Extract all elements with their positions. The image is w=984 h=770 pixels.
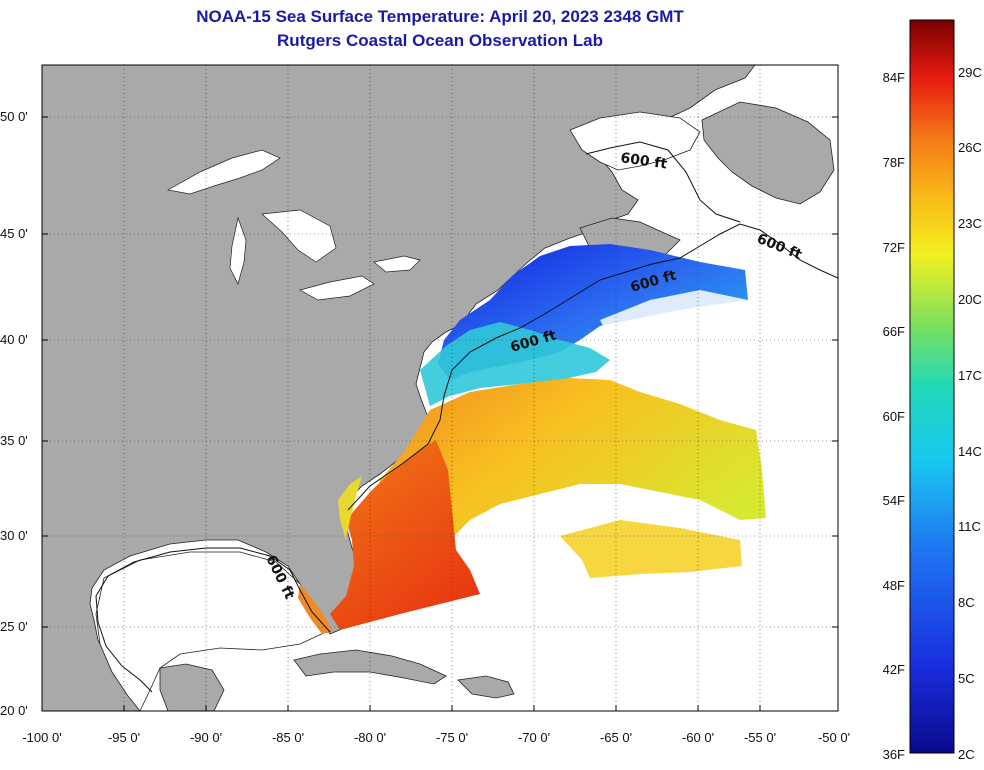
map-border: [41, 64, 839, 712]
longitude-labels: -100 0' -95 0' -90 0' -85 0' -80 0' -75 …: [22, 730, 850, 745]
sst-data: [298, 244, 766, 634]
gulf-st-lawrence: [569, 111, 701, 171]
lon-label: -80 0': [354, 730, 386, 745]
colorbar-c-label: 11C: [958, 519, 981, 534]
lon-label: -90 0': [190, 730, 222, 745]
colorbar-gradient: [909, 19, 955, 754]
lat-label: 25 0': [0, 619, 28, 634]
contour-label-gulf-stlawrence: 600 ft: [619, 150, 668, 172]
colorbar-f-label: 48F: [883, 578, 905, 593]
land-cuba: [293, 649, 447, 685]
latitude-labels: 50 0' 45 0' 40 0' 35 0' 30 0' 25 0' 20 0…: [0, 109, 28, 718]
lon-label: -75 0': [436, 730, 468, 745]
lon-label: -100 0': [22, 730, 61, 745]
lon-label: -70 0': [518, 730, 550, 745]
colorbar-c-label: 29C: [958, 65, 982, 80]
colorbar-f-label: 36F: [883, 747, 905, 762]
colorbar-c-label: 17C: [958, 368, 982, 383]
colorbar-f-label: 66F: [883, 324, 905, 339]
lat-label: 40 0': [0, 332, 28, 347]
colorbar-c-label: 23C: [958, 216, 982, 231]
axis-ticks: [42, 116, 838, 711]
colorbar-f-label: 84F: [883, 70, 905, 85]
isobath-600ft: [95, 141, 838, 693]
lon-label: -55 0': [744, 730, 776, 745]
lon-label: -65 0': [600, 730, 632, 745]
colorbar-c-label: 26C: [958, 140, 982, 155]
colorbar-c-label: 5C: [958, 671, 975, 686]
map-title: NOAA-15 Sea Surface Temperature: April 2…: [196, 7, 684, 26]
land-newfoundland: [701, 101, 835, 205]
lat-label: 20 0': [0, 703, 28, 718]
gulf-of-mexico: [95, 551, 327, 711]
colorbar-c-labels: 29C 26C 23C 20C 17C 14C 11C 8C 5C 2C: [958, 65, 982, 762]
lon-label: -95 0': [108, 730, 140, 745]
colorbar-f-label: 78F: [883, 155, 905, 170]
colorbar-c-label: 14C: [958, 444, 982, 459]
colorbar: 84F 78F 72F 66F 60F 54F 48F 42F 36F 29C …: [883, 19, 982, 762]
lat-label: 30 0': [0, 528, 28, 543]
land-hispaniola: [457, 675, 515, 699]
colorbar-c-label: 2C: [958, 747, 975, 762]
colorbar-f-label: 42F: [883, 662, 905, 677]
lat-label: 35 0': [0, 433, 28, 448]
colorbar-f-labels: 84F 78F 72F 66F 60F 54F 48F 42F 36F: [883, 70, 905, 762]
colorbar-c-label: 20C: [958, 292, 982, 307]
colorbar-f-label: 72F: [883, 240, 905, 255]
map-subtitle: Rutgers Coastal Ocean Observation Lab: [277, 31, 603, 50]
lat-label: 50 0': [0, 109, 28, 124]
colorbar-f-label: 54F: [883, 493, 905, 508]
colorbar-c-label: 8C: [958, 595, 975, 610]
colorbar-f-label: 60F: [883, 409, 905, 424]
land-yucatan: [159, 663, 225, 711]
lon-label: -60 0': [682, 730, 714, 745]
great-lakes: [166, 149, 421, 301]
lat-label: 45 0': [0, 226, 28, 241]
lon-label: -85 0': [272, 730, 304, 745]
graticule: [42, 65, 838, 711]
lon-label: -50 0': [818, 730, 850, 745]
